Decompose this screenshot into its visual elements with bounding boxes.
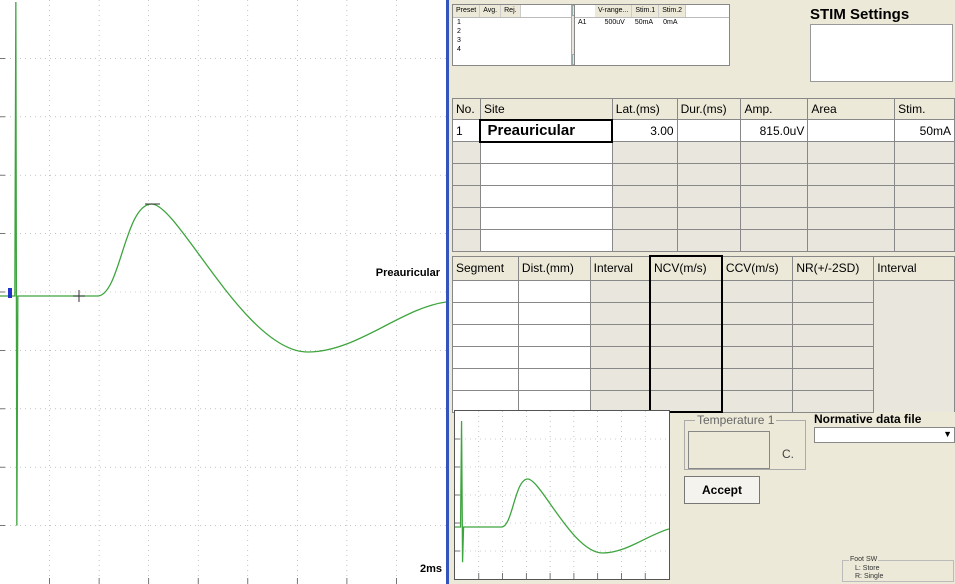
stim2-col-header: Stim.2 — [659, 5, 687, 17]
normative-data-title: Normative data file — [814, 412, 922, 426]
stim2-value: 0mA — [663, 19, 678, 26]
preset-col-header: Preset — [453, 5, 481, 17]
latency-cell[interactable]: 3.00 — [611, 119, 678, 142]
no-col-header: No. — [452, 98, 481, 120]
signal-trace — [455, 420, 670, 563]
amplitude-cell[interactable]: 815.0uV — [740, 119, 809, 142]
stim-settings-box[interactable] — [810, 24, 953, 82]
signal-trace — [0, 1, 447, 526]
duration-cell[interactable] — [676, 119, 742, 142]
mini-waveform-panel[interactable] — [454, 410, 670, 580]
foot-switch-right: R: Single — [855, 573, 884, 580]
interval2-col-header: Interval — [873, 255, 955, 281]
temperature-unit: C. — [782, 447, 794, 461]
temperature-title: Temperature 1 — [695, 413, 777, 427]
temperature-field[interactable] — [688, 431, 770, 469]
dropdown-arrow-icon[interactable]: ▼ — [943, 429, 952, 439]
table-row[interactable] — [452, 389, 955, 413]
amp-col-header: Amp. — [740, 98, 809, 120]
segment-col-header: Segment — [452, 255, 519, 281]
segment-table-header: Segment Dist.(mm) Interval NCV(m/s) CCV(… — [452, 255, 955, 281]
preset-list[interactable]: Preset Avg. Rej. 1 2 3 4 ▲ ▼ — [452, 4, 584, 66]
site-table-header: No. Site Lat.(ms) Dur.(ms) Amp. Area Sti… — [452, 98, 955, 120]
foot-switch-group: Foot SW L: Store R: Single — [842, 556, 954, 582]
foot-switch-left: L: Store — [855, 565, 880, 572]
stim-channel-row[interactable]: A1 500uV 50mA 0mA — [575, 18, 729, 28]
normative-data-select[interactable]: ▼ — [814, 427, 955, 443]
interval-col-header: Interval — [589, 255, 651, 281]
avg-col-header: Avg. — [480, 5, 502, 17]
mini-waveform-plot — [455, 411, 670, 579]
rej-col-header: Rej. — [501, 5, 521, 17]
segment-table: Segment Dist.(mm) Interval NCV(m/s) CCV(… — [452, 255, 955, 413]
table-row[interactable] — [452, 207, 955, 230]
trace-site-label: Preauricular — [375, 267, 440, 279]
vrange-value: 500uV — [604, 19, 625, 26]
row-number: 1 — [452, 119, 481, 142]
table-row[interactable] — [452, 229, 955, 252]
table-row[interactable] — [452, 141, 955, 164]
temperature-group: Temperature 1 C. — [684, 413, 806, 470]
dur-col-header: Dur.(ms) — [676, 98, 742, 120]
stim1-value: 50mA — [634, 19, 654, 26]
foot-switch-title: Foot SW — [849, 556, 879, 563]
stim-table-header: V-range... Stim.1 Stim.2 — [575, 5, 729, 18]
table-row[interactable] — [452, 279, 955, 412]
main-waveform-plot — [0, 0, 447, 584]
ccv-col-header: CCV(m/s) — [721, 255, 794, 281]
table-row[interactable]: 1 Preauricular 3.00 815.0uV 50mA — [452, 118, 955, 143]
ncv-col-header: NCV(m/s) — [649, 255, 723, 281]
channel-name: A1 — [578, 19, 587, 26]
results-panel: Preset Avg. Rej. 1 2 3 4 ▲ ▼ V-range... … — [452, 0, 955, 584]
baseline-marker[interactable] — [8, 288, 12, 298]
site-table: No. Site Lat.(ms) Dur.(ms) Amp. Area Sti… — [452, 98, 955, 252]
site-name-cell[interactable]: Preauricular — [479, 118, 614, 143]
main-waveform-panel[interactable]: Preauricular 2ms — [0, 0, 449, 584]
preset-list-header: Preset Avg. Rej. — [453, 5, 583, 18]
lat-col-header: Lat.(ms) — [611, 98, 678, 120]
area-col-header: Area — [807, 98, 896, 120]
nr-col-header: NR(+/-2SD) — [792, 255, 875, 281]
table-row[interactable] — [452, 163, 955, 186]
table-row[interactable] — [452, 185, 955, 208]
table-row[interactable] — [452, 367, 955, 391]
time-scale-label: 2ms — [419, 563, 442, 575]
preset-row[interactable]: 2 — [457, 28, 461, 35]
vrange-col-header: V-range... — [595, 5, 633, 17]
stim-settings-title: STIM Settings — [810, 6, 910, 23]
preset-row[interactable]: 1 — [457, 19, 461, 26]
stim-channel-table[interactable]: V-range... Stim.1 Stim.2 A1 500uV 50mA 0… — [574, 4, 730, 66]
accept-button[interactable]: Accept — [684, 476, 760, 504]
site-col-header: Site — [479, 98, 613, 120]
table-row[interactable] — [452, 323, 955, 347]
stim1-col-header: Stim.1 — [632, 5, 660, 17]
area-cell[interactable] — [807, 119, 896, 142]
dist-col-header: Dist.(mm) — [517, 255, 591, 281]
preset-row[interactable]: 3 — [457, 37, 461, 44]
stim-cell[interactable]: 50mA — [894, 119, 955, 142]
stim-col-header: Stim. — [894, 98, 955, 120]
preset-row[interactable]: 4 — [457, 46, 461, 53]
